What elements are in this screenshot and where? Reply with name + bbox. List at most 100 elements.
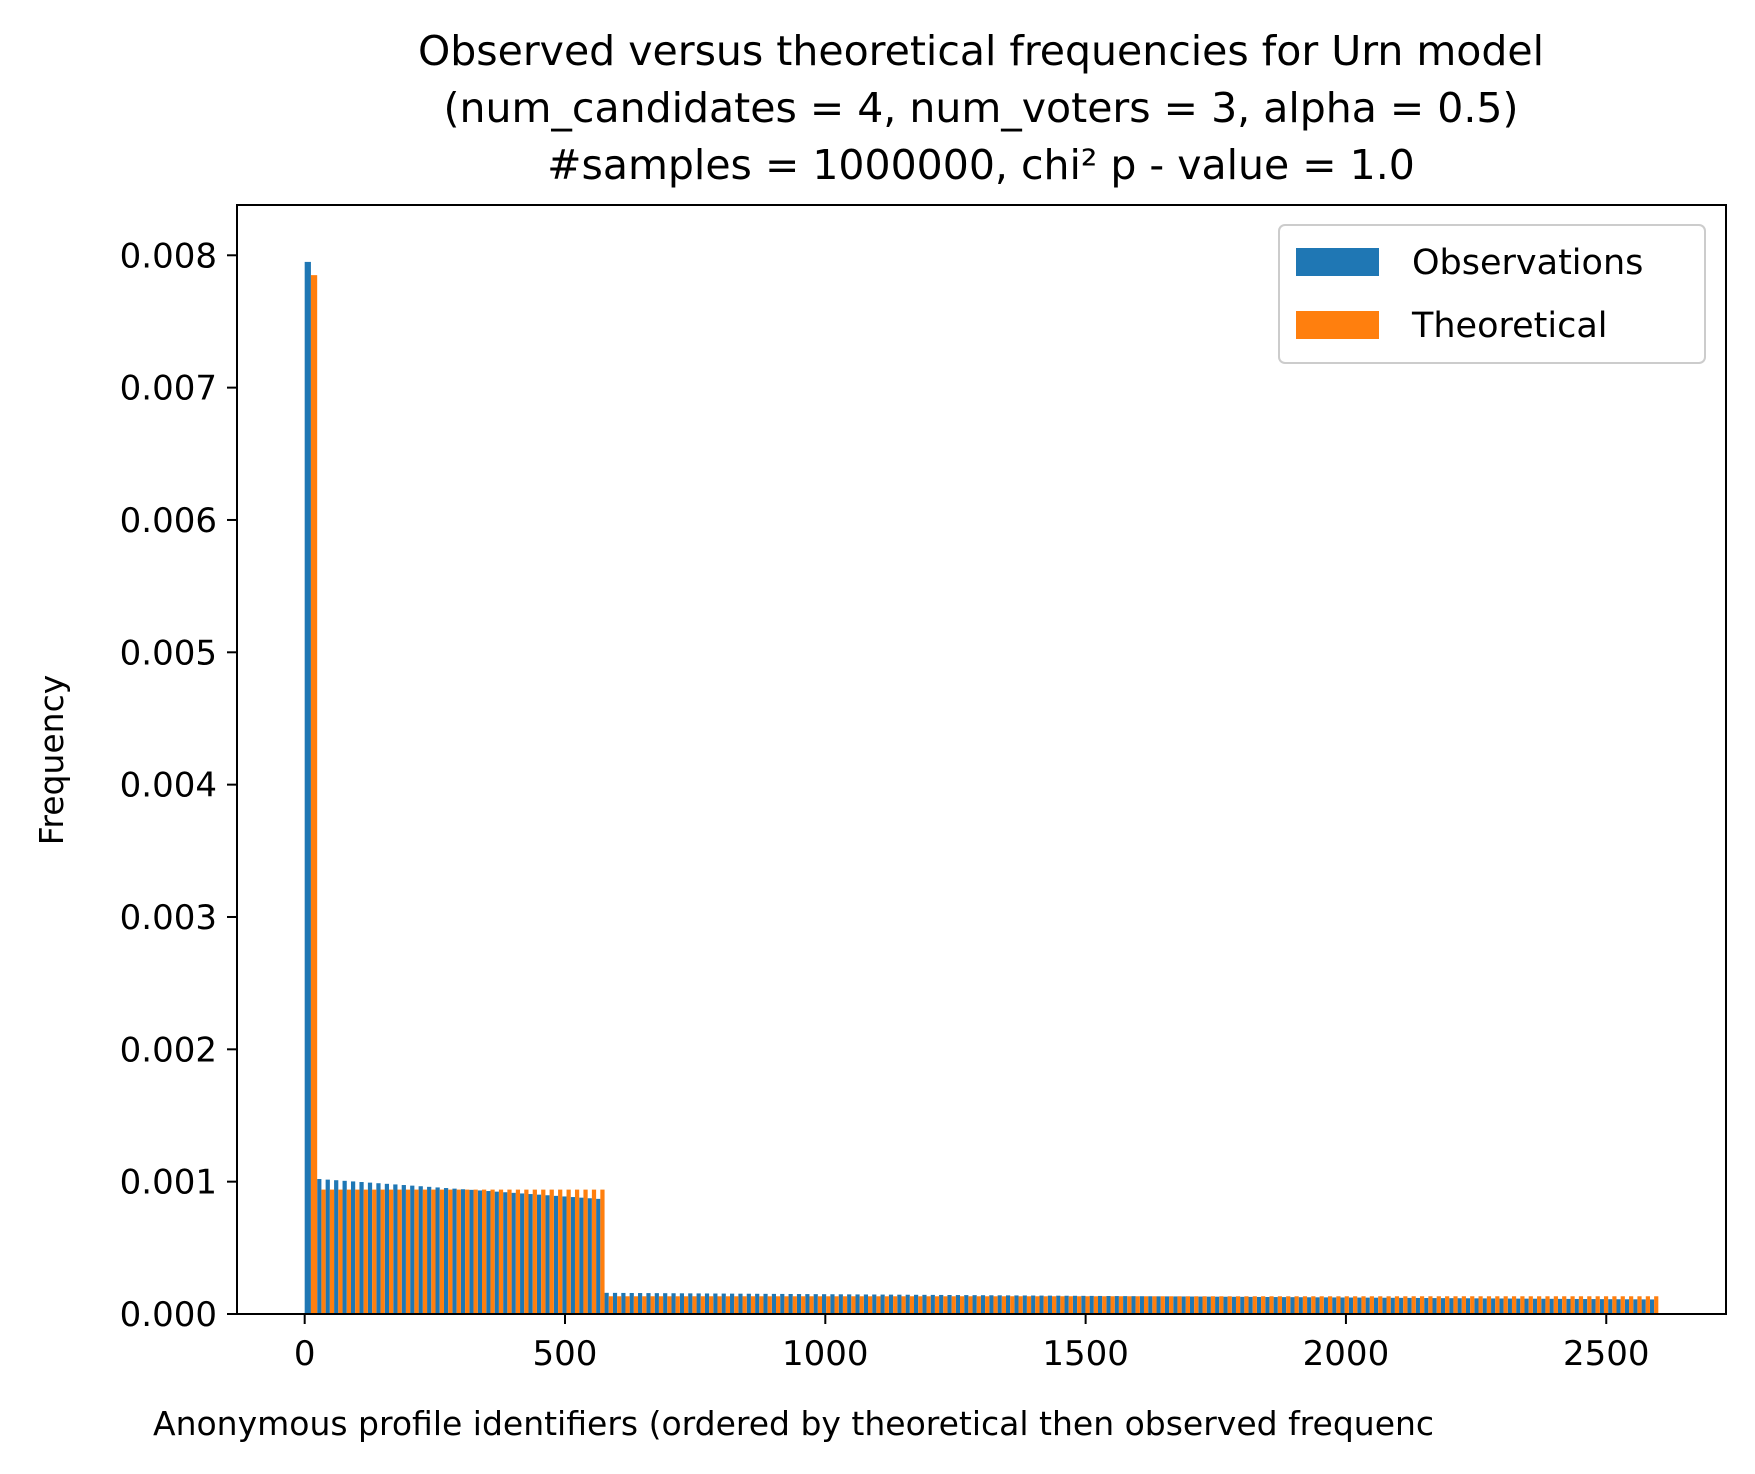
bar-theoretical xyxy=(1018,1296,1023,1314)
bar-theoretical xyxy=(625,1296,630,1314)
bar-theoretical xyxy=(675,1296,680,1314)
bar-theoretical xyxy=(1495,1296,1500,1314)
y-tick-label: 0.008 xyxy=(120,236,217,276)
bar-theoretical xyxy=(1235,1296,1241,1314)
bar-observations xyxy=(536,1194,542,1314)
bar-observations xyxy=(621,1292,626,1314)
bar-theoretical xyxy=(1227,1296,1232,1314)
bar-theoretical xyxy=(1378,1296,1383,1314)
bar-theoretical xyxy=(465,1189,470,1314)
bar-theoretical xyxy=(1520,1296,1525,1314)
legend-swatch-theoretical xyxy=(1296,311,1379,339)
legend-label-observations: Observations xyxy=(1412,243,1643,283)
bar-observations xyxy=(1064,1295,1069,1314)
bar-observations xyxy=(1005,1295,1011,1314)
bar-observations xyxy=(688,1293,693,1314)
y-axis-ticks: 0.000 0.001 0.002 0.003 0.004 0.005 0.006 0.007… xyxy=(120,236,237,1335)
bar-observations xyxy=(460,1189,466,1314)
bar-observations xyxy=(1206,1296,1211,1314)
bar-theoretical xyxy=(1654,1296,1659,1314)
x-axis-ticks: 0 500 1000 1500 2000 2500 xyxy=(294,1314,1650,1374)
bar-theoretical xyxy=(700,1296,705,1314)
bar-observations xyxy=(410,1185,415,1314)
bar-theoretical xyxy=(993,1296,998,1314)
bar-theoretical xyxy=(1436,1296,1441,1314)
bar-observations xyxy=(1189,1296,1195,1314)
bar-observations xyxy=(1340,1297,1345,1314)
bar-observations xyxy=(1633,1299,1638,1314)
bar-observations xyxy=(359,1182,364,1314)
y-tick-label: 0.006 xyxy=(120,501,217,541)
bar-theoretical xyxy=(541,1189,546,1314)
bar-observations xyxy=(1557,1298,1563,1314)
bar-theoretical xyxy=(834,1296,839,1314)
legend-swatch-observations xyxy=(1296,248,1379,276)
bar-observations xyxy=(1516,1298,1521,1314)
bar-observations xyxy=(980,1295,986,1314)
bar-observations xyxy=(304,261,311,1314)
bar-observations xyxy=(1541,1298,1546,1314)
bar-observations xyxy=(1248,1296,1253,1314)
legend-frame xyxy=(1278,224,1706,364)
bar-observations xyxy=(1649,1299,1655,1314)
bar-theoretical xyxy=(431,1189,436,1314)
bar-observations xyxy=(713,1293,718,1314)
bar-observations xyxy=(1491,1298,1496,1314)
bar-observations xyxy=(1390,1297,1395,1314)
bar-observations xyxy=(763,1293,768,1314)
bar-theoretical xyxy=(1503,1296,1508,1314)
bar-theoretical xyxy=(1143,1296,1149,1314)
bar-observations xyxy=(384,1183,390,1314)
bar-observations xyxy=(520,1193,525,1314)
bar-observations xyxy=(1641,1299,1646,1314)
bar-theoretical xyxy=(1319,1296,1324,1314)
theoretical-bars xyxy=(310,275,1659,1314)
bar-observations xyxy=(838,1294,843,1314)
bar-observations xyxy=(746,1293,751,1314)
bar-observations xyxy=(872,1294,877,1314)
bar-theoretical xyxy=(1043,1296,1048,1314)
bar-theoretical xyxy=(1118,1296,1124,1314)
bar-observations xyxy=(1056,1295,1061,1314)
bar-theoretical xyxy=(1035,1296,1040,1314)
bar-theoretical xyxy=(600,1189,605,1314)
bar-theoretical xyxy=(876,1296,881,1314)
bar-observations xyxy=(545,1195,550,1314)
bar-observations xyxy=(1215,1296,1220,1314)
bar-theoretical xyxy=(1102,1296,1107,1314)
bar-theoretical xyxy=(784,1296,789,1314)
bar-theoretical xyxy=(574,1189,580,1314)
bar-observations xyxy=(1432,1298,1437,1314)
bar-theoretical xyxy=(1051,1296,1057,1314)
bar-theoretical xyxy=(759,1296,764,1314)
bar-observations xyxy=(696,1293,701,1314)
bar-theoretical xyxy=(1177,1296,1182,1314)
bar-observations xyxy=(855,1294,860,1314)
bar-theoretical xyxy=(1077,1296,1082,1314)
bar-theoretical xyxy=(767,1296,772,1314)
bar-theoretical xyxy=(507,1189,512,1314)
bar-theoretical xyxy=(1261,1296,1266,1314)
bar-theoretical xyxy=(1068,1296,1073,1314)
bar-theoretical xyxy=(1386,1296,1391,1314)
bar-theoretical xyxy=(566,1189,571,1314)
bar-observations xyxy=(796,1294,802,1314)
bar-theoretical xyxy=(809,1296,814,1314)
bar-observations xyxy=(367,1182,373,1314)
bar-theoretical xyxy=(1353,1296,1358,1314)
bar-theoretical xyxy=(1470,1296,1475,1314)
bar-observations xyxy=(780,1293,785,1314)
bar-observations xyxy=(755,1293,760,1314)
bar-theoretical xyxy=(792,1296,797,1314)
bar-theoretical xyxy=(1612,1296,1617,1314)
bar-theoretical xyxy=(524,1189,529,1314)
bar-theoretical xyxy=(1511,1296,1517,1314)
bar-theoretical xyxy=(1419,1296,1425,1314)
bar-observations xyxy=(1106,1296,1111,1314)
bar-theoretical xyxy=(734,1296,739,1314)
bar-observations xyxy=(477,1190,483,1314)
bar-theoretical xyxy=(1445,1296,1450,1314)
bar-theoretical xyxy=(1595,1296,1600,1314)
bar-observations xyxy=(847,1294,852,1314)
